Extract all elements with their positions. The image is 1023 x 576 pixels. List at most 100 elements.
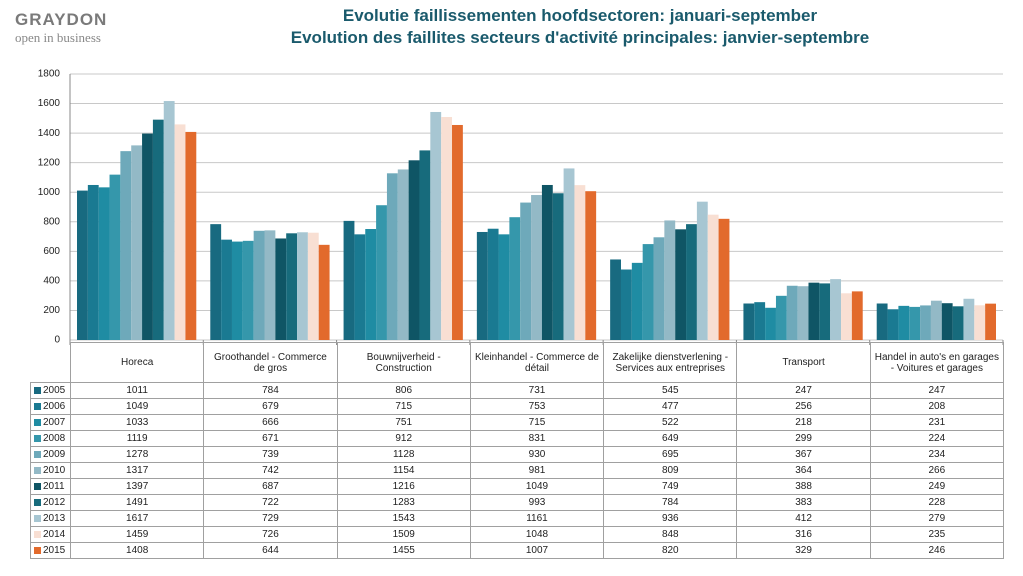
bar: [765, 307, 776, 340]
table-value: 1509: [336, 526, 471, 543]
table-value: 1154: [336, 462, 471, 479]
bar: [487, 228, 499, 340]
legend-label: 2005: [43, 385, 66, 396]
bar: [743, 303, 755, 340]
table-value: 784: [603, 494, 738, 511]
table-value: 247: [736, 382, 871, 399]
bar: [397, 169, 409, 340]
table-value: 247: [869, 382, 1004, 399]
legend-entry: 2007: [30, 414, 71, 431]
table-value: 1007: [469, 542, 605, 559]
bar: [307, 232, 319, 340]
table-value: 729: [203, 510, 338, 527]
bar: [520, 202, 532, 340]
table-value: 695: [603, 446, 738, 463]
table-value: 329: [736, 542, 871, 559]
category-label: Horeca: [70, 342, 205, 383]
legend-label: 2014: [43, 529, 66, 540]
bar: [620, 269, 632, 340]
y-tick-label: 1200: [38, 157, 61, 168]
legend-swatch: [34, 467, 41, 474]
category-label: Zakelijke dienstverlening - Services aux…: [603, 342, 738, 383]
bar: [210, 224, 222, 340]
bar: [541, 184, 553, 340]
bar: [253, 230, 265, 340]
legend-entry: 2015: [30, 542, 71, 559]
table-value: 246: [869, 542, 1004, 559]
y-tick-label: 0: [54, 335, 60, 346]
y-tick-label: 400: [43, 276, 60, 287]
table-value: 208: [869, 398, 1004, 415]
bar: [851, 291, 863, 340]
bar: [653, 237, 665, 340]
table-value: 235: [869, 526, 1004, 543]
y-tick-label: 800: [43, 216, 60, 227]
table-value: 279: [869, 510, 1004, 527]
bar: [775, 295, 787, 340]
bar: [98, 187, 110, 340]
bar: [707, 214, 719, 340]
table-value: 679: [203, 398, 338, 415]
table-value: 726: [203, 526, 338, 543]
table-value: 1161: [469, 510, 605, 527]
table-value: 1049: [70, 398, 205, 415]
legend-entry: 2011: [30, 478, 71, 495]
table-value: 806: [336, 382, 471, 399]
bar: [185, 131, 197, 340]
table-value: 256: [736, 398, 871, 415]
table-value: 1491: [70, 494, 205, 511]
y-tick-label: 1000: [38, 187, 61, 198]
bar: [531, 195, 542, 340]
bar: [985, 303, 996, 340]
legend-entry: 2012: [30, 494, 71, 511]
table-value: 412: [736, 510, 871, 527]
bar: [887, 309, 899, 340]
legend-entry: 2006: [30, 398, 71, 415]
bar: [87, 184, 99, 340]
table-value: 749: [603, 478, 738, 495]
legend-entry: 2009: [30, 446, 71, 463]
bar: [318, 244, 330, 340]
bar: [77, 190, 88, 340]
bar: [631, 262, 643, 340]
bar: [120, 151, 132, 340]
table-value: 848: [603, 526, 738, 543]
table-value: 316: [736, 526, 871, 543]
bar: [174, 124, 186, 341]
table-value: 1408: [70, 542, 205, 559]
legend-swatch: [34, 531, 41, 538]
bar: [786, 285, 798, 340]
table-value: 249: [869, 478, 1004, 495]
table-value: 1617: [70, 510, 205, 527]
bar: [963, 298, 975, 340]
table-value: 367: [736, 446, 871, 463]
bar: [376, 205, 387, 340]
bar: [142, 133, 153, 340]
chart-title: Evolutie faillissementen hoofdsectoren: …: [342, 6, 818, 25]
bar: [664, 220, 676, 340]
category-label: Kleinhandel - Commerce de détail: [469, 342, 605, 383]
bar: [297, 232, 308, 340]
y-tick-label: 600: [43, 246, 60, 257]
table-value: 1397: [70, 478, 205, 495]
table-value: 742: [203, 462, 338, 479]
legend-swatch: [34, 387, 41, 394]
bar: [974, 305, 986, 340]
legend-label: 2009: [43, 449, 66, 460]
legend-swatch: [34, 451, 41, 458]
table-value: 715: [336, 398, 471, 415]
bar: [642, 244, 654, 340]
bar: [686, 224, 697, 340]
bar: [696, 201, 708, 340]
legend-label: 2011: [43, 481, 65, 492]
legend-swatch: [34, 547, 41, 554]
table-value: 1283: [336, 494, 471, 511]
table-value: 224: [869, 430, 1004, 447]
bar: [952, 306, 964, 340]
bar: [131, 145, 143, 340]
table-value: 753: [469, 398, 605, 415]
bar: [452, 124, 463, 340]
bar: [754, 302, 766, 340]
bar: [264, 230, 276, 340]
